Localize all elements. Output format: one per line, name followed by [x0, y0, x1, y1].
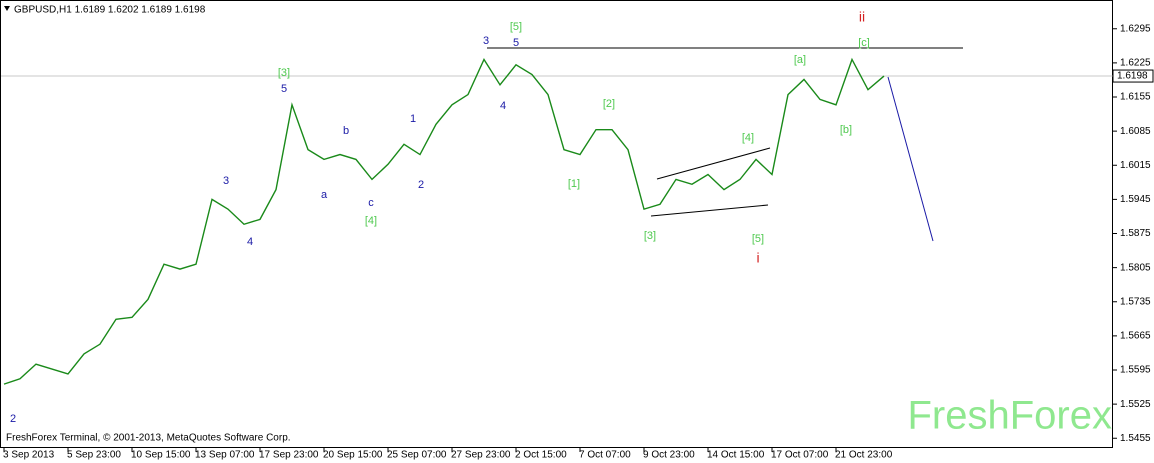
menu-arrow[interactable] — [4, 6, 10, 11]
y-tick-label: 1.5525 — [1120, 399, 1151, 410]
x-tick-label: 2 Oct 15:00 — [515, 450, 567, 461]
y-tick-label: 1.5805 — [1120, 262, 1151, 273]
wave-label: 3 — [223, 175, 229, 187]
wave-label: [4] — [742, 132, 754, 144]
x-tick-label: 9 Oct 23:00 — [643, 450, 695, 461]
y-tick-label: 1.5665 — [1120, 331, 1151, 342]
wave-label: ii — [859, 9, 865, 25]
wave-label: c — [368, 197, 374, 209]
y-tick-label: 1.6225 — [1120, 58, 1151, 69]
x-tick-label: 17 Sep 23:00 — [259, 450, 319, 461]
plot-frame — [0, 0, 1113, 448]
y-tick-label: 1.5945 — [1120, 194, 1151, 205]
wave-label: 3 — [483, 35, 489, 47]
y-tick-label: 1.5595 — [1120, 365, 1151, 376]
price-box-label: 1.6198 — [1117, 71, 1148, 82]
footer: FreshForex Terminal, © 2001-2013, MetaQu… — [6, 433, 291, 444]
wave-label: 2 — [418, 179, 424, 191]
watermark: FreshForex — [908, 394, 1113, 438]
y-tick-label: 1.6085 — [1120, 126, 1151, 137]
wave-label: [5] — [752, 233, 764, 245]
price-box — [1112, 69, 1154, 83]
wave-label: 2 — [10, 413, 16, 425]
y-tick-label: 1.6155 — [1120, 92, 1151, 103]
wave-label: 1 — [410, 113, 416, 125]
x-tick-label: 17 Oct 07:00 — [771, 450, 829, 461]
drawn-line — [887, 76, 934, 242]
price-line — [3, 57, 885, 385]
x-tick-label: 25 Sep 07:00 — [387, 450, 447, 461]
wave-label: i — [756, 250, 759, 266]
drawn-line — [650, 204, 769, 217]
y-tick-label: 1.6295 — [1120, 23, 1151, 34]
wave-label: [4] — [365, 215, 377, 227]
wave-label: [5] — [510, 21, 522, 33]
x-tick-label: 13 Sep 07:00 — [195, 450, 255, 461]
wave-label: [2] — [603, 98, 615, 110]
wave-label: [b] — [840, 124, 852, 136]
wave-label: [3] — [644, 230, 656, 242]
x-tick-label: 7 Oct 07:00 — [579, 450, 631, 461]
x-tick-label: 20 Sep 15:00 — [323, 450, 383, 461]
y-tick-label: 1.5455 — [1120, 433, 1151, 444]
x-tick-label: 10 Sep 15:00 — [131, 450, 191, 461]
wave-label: 4 — [247, 236, 253, 248]
wave-label: [3] — [278, 67, 290, 79]
x-tick-label: 27 Sep 23:00 — [451, 450, 511, 461]
wave-label: 5 — [513, 37, 519, 49]
x-tick-label: 3 Sep 2013 — [3, 450, 55, 461]
x-tick-label: 14 Oct 15:00 — [707, 450, 765, 461]
wave-label: a — [321, 189, 328, 201]
y-tick-label: 1.5735 — [1120, 296, 1151, 307]
x-tick-label: 5 Sep 23:00 — [67, 450, 121, 461]
drawn-line — [656, 147, 771, 180]
chart-title: GBPUSD,H1 1.6189 1.6202 1.6189 1.6198 — [14, 5, 206, 16]
wave-label: b — [343, 125, 349, 137]
wave-label: 5 — [281, 83, 287, 95]
y-tick-label: 1.6015 — [1120, 160, 1151, 171]
y-tick-label: 1.5875 — [1120, 228, 1151, 239]
wave-label: [a] — [794, 54, 806, 66]
x-tick-label: 21 Oct 23:00 — [835, 450, 893, 461]
wave-label: [1] — [568, 178, 580, 190]
wave-label: 4 — [500, 100, 506, 112]
wave-label: [c] — [858, 37, 870, 49]
